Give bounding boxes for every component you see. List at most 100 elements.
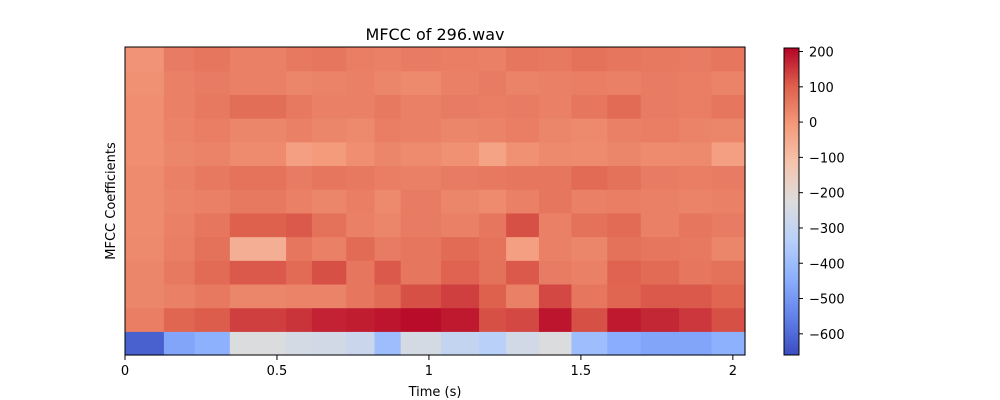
heatmap-cell [400, 94, 442, 119]
heatmap-cell [163, 165, 196, 190]
heatmap-cell [400, 283, 442, 309]
heatmap-cell [711, 118, 746, 143]
heatmap-cell [163, 283, 196, 309]
heatmap-cell [311, 47, 347, 72]
heatmap-cell [679, 260, 713, 285]
heatmap-cell [125, 47, 165, 72]
heatmap-cell [194, 141, 231, 167]
heatmap-cell [441, 260, 480, 285]
x-tick-label: 0.5 [267, 364, 288, 379]
heatmap-cell [506, 165, 540, 190]
heatmap-cell [607, 236, 642, 261]
heatmap-cell [506, 118, 540, 143]
heatmap-cell [571, 47, 608, 72]
heatmap-cell [229, 307, 287, 332]
colorbar-tick-label: −500 [809, 293, 845, 308]
heatmap-cell [346, 307, 376, 332]
heatmap-cell [229, 70, 287, 95]
heatmap-cell [538, 165, 573, 190]
heatmap-cell [163, 307, 196, 332]
heatmap-cell [374, 212, 402, 238]
heatmap-cell [346, 141, 376, 167]
heatmap-cell [125, 236, 165, 261]
heatmap-cell [679, 331, 713, 356]
heatmap-cell [607, 283, 642, 309]
heatmap-cell [538, 141, 573, 167]
heatmap-cell [194, 331, 231, 356]
heatmap-cell [479, 283, 507, 309]
heatmap-cell [229, 331, 287, 356]
heatmap-cell [571, 189, 608, 214]
heatmap-cell [640, 189, 680, 214]
heatmap-cell [571, 141, 608, 167]
heatmap-cell [400, 307, 442, 332]
heatmap-cell [374, 70, 402, 95]
heatmap-cell [571, 236, 608, 261]
colorbar-tick-label: −300 [809, 222, 845, 237]
heatmap-cell [346, 165, 376, 190]
heatmap-cell [506, 94, 540, 119]
heatmap-cell [286, 118, 313, 143]
colorbar-tick-label: 100 [809, 81, 834, 96]
heatmap-cell [607, 118, 642, 143]
heatmap-cell [194, 260, 231, 285]
heatmap-cell [679, 189, 713, 214]
heatmap-cell [374, 189, 402, 214]
heatmap-cell [640, 118, 680, 143]
heatmap-cell [229, 236, 287, 261]
heatmap-cell [711, 236, 746, 261]
heatmap-cell [607, 189, 642, 214]
heatmap-cell [374, 283, 402, 309]
heatmap-cell [163, 118, 196, 143]
heatmap-cell [441, 141, 480, 167]
colorbar [783, 47, 800, 356]
heatmap-cell [607, 331, 642, 356]
heatmap-cell [374, 260, 402, 285]
heatmap-cell [479, 165, 507, 190]
heatmap-cell [640, 47, 680, 72]
heatmap-cell [538, 331, 573, 356]
x-tick-label: 1 [425, 364, 433, 379]
heatmap-cell [506, 189, 540, 214]
heatmap-cell [711, 165, 746, 190]
heatmap-cell [286, 165, 313, 190]
colorbar-tick-label: 0 [809, 116, 817, 131]
heatmap-cell [479, 47, 507, 72]
heatmap-cell [400, 189, 442, 214]
heatmap-cell [506, 283, 540, 309]
heatmap-cell [286, 331, 313, 356]
heatmap-cell [374, 94, 402, 119]
heatmap-cell [346, 212, 376, 238]
heatmap-cell [607, 94, 642, 119]
heatmap-cell [640, 212, 680, 238]
heatmap-cell [441, 70, 480, 95]
heatmap-cell [571, 260, 608, 285]
chart-title: MFCC of 296.wav [366, 25, 505, 44]
heatmap-cell [346, 283, 376, 309]
heatmap-cell [479, 189, 507, 214]
heatmap-cell [479, 212, 507, 238]
heatmap-cell [374, 47, 402, 72]
heatmap-cell [286, 94, 313, 119]
heatmap-cell [125, 283, 165, 309]
heatmap-cell [607, 307, 642, 332]
heatmap-cell [538, 118, 573, 143]
heatmap-cell [163, 331, 196, 356]
heatmap-cell [711, 331, 746, 356]
heatmap-cell [163, 260, 196, 285]
heatmap-cell [441, 94, 480, 119]
heatmap-cell [194, 118, 231, 143]
x-tick-label: 1.5 [571, 364, 592, 379]
colorbar-tick-label: −200 [809, 187, 845, 202]
heatmap-cell [346, 331, 376, 356]
heatmap [125, 47, 746, 356]
heatmap-cell [311, 283, 347, 309]
heatmap-cell [640, 283, 680, 309]
heatmap-cell [571, 307, 608, 332]
heatmap-cell [163, 94, 196, 119]
heatmap-cell [286, 307, 313, 332]
heatmap-cell [640, 331, 680, 356]
heatmap-cell [311, 118, 347, 143]
heatmap-cell [125, 118, 165, 143]
